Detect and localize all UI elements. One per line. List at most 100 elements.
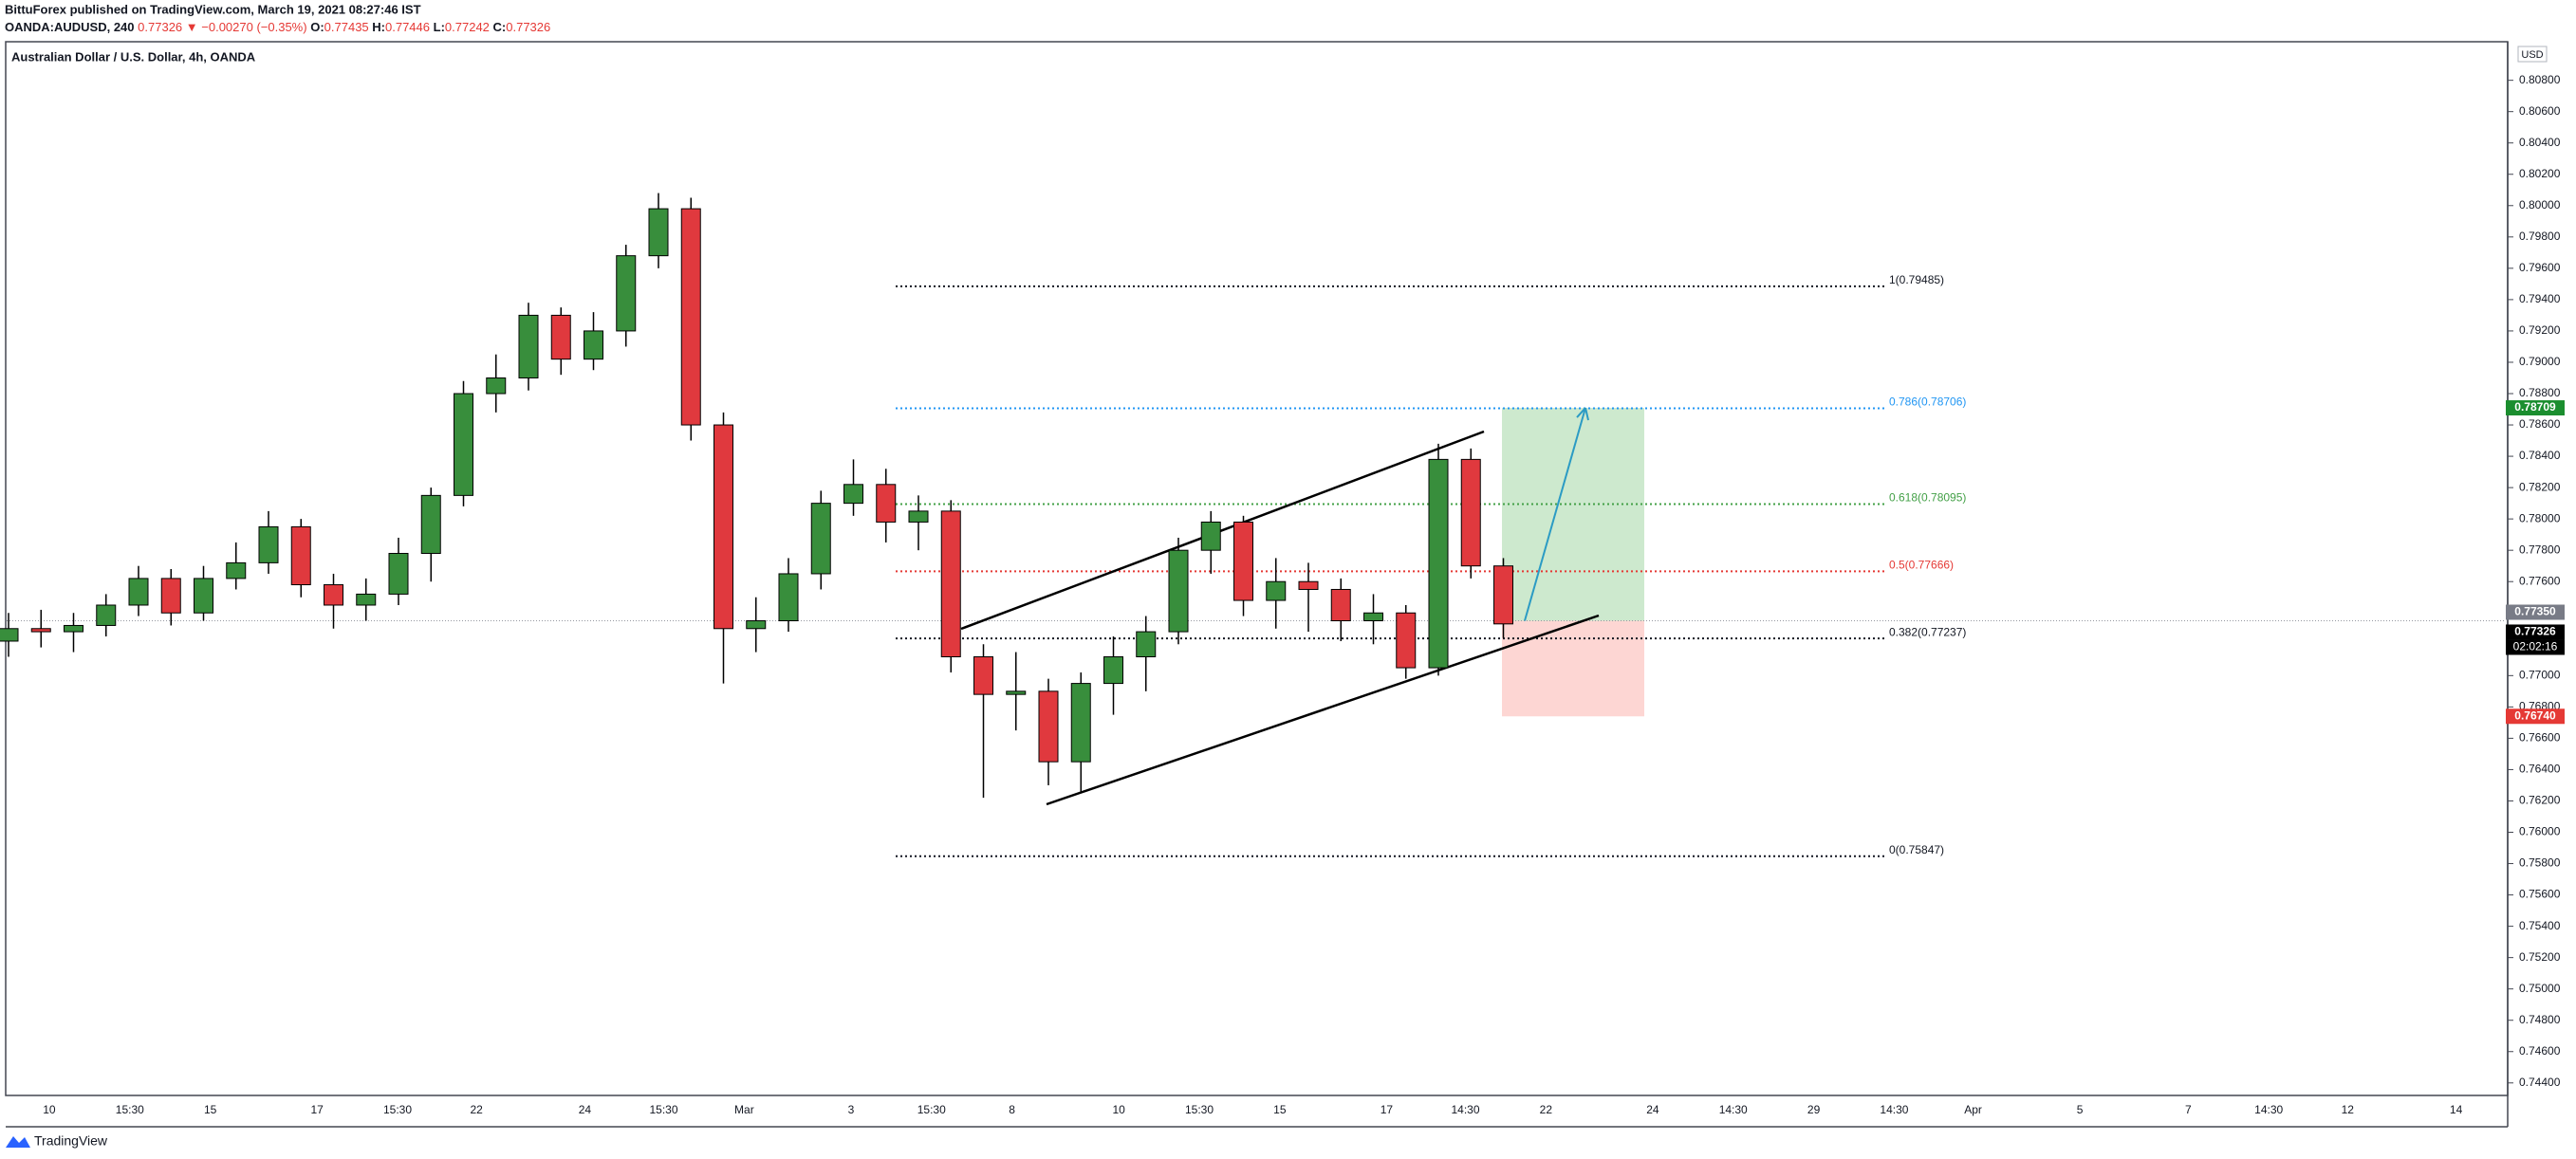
x-tick-label: 29 xyxy=(1807,1103,1821,1116)
currency-box xyxy=(2517,46,2548,63)
ohlc-value: 0.77326 xyxy=(506,20,550,34)
candle-body xyxy=(128,578,149,606)
price-tag xyxy=(2506,624,2565,640)
x-tick-label: 5 xyxy=(2077,1103,2084,1116)
chart-title: Australian Dollar / U.S. Dollar, 4h, OAN… xyxy=(11,49,256,64)
candle-body xyxy=(584,330,603,360)
channel-lower xyxy=(1046,614,1600,806)
ohlc-key: C: xyxy=(493,20,507,34)
y-tick-label: 0.77800 xyxy=(2519,543,2561,556)
candle-body xyxy=(486,377,507,395)
y-tick-label: 0.76000 xyxy=(2519,825,2561,838)
x-tick-label: 8 xyxy=(1009,1103,1015,1116)
logo-icon xyxy=(6,1136,30,1148)
candle-body xyxy=(30,628,51,633)
y-tick-label: 0.76600 xyxy=(2519,731,2561,745)
y-tick-label: 0.80600 xyxy=(2519,104,2561,118)
y-tick-label: 0.77000 xyxy=(2519,668,2561,681)
countdown-box xyxy=(2506,639,2565,655)
candle-body xyxy=(1233,521,1253,601)
candle-body xyxy=(0,628,19,642)
price-tag-label: 0.77326 xyxy=(2514,625,2556,638)
y-tick-label: 0.79000 xyxy=(2519,355,2561,368)
x-tick-label: 12 xyxy=(2342,1103,2355,1116)
y-tick-label: 0.80800 xyxy=(2519,73,2561,86)
y-tick-label: 0.74600 xyxy=(2519,1044,2561,1058)
y-tick-label: 0.79800 xyxy=(2519,230,2561,243)
x-tick-label: 15:30 xyxy=(650,1103,678,1116)
x-tick-label: 3 xyxy=(848,1103,855,1116)
publisher: BittuForex published on TradingView.com,… xyxy=(5,2,421,16)
x-tick-label: 15:30 xyxy=(917,1103,946,1116)
x-tick-label: 15 xyxy=(204,1103,217,1116)
fib-label: 0.5(0.77666) xyxy=(1889,558,1954,571)
candle-body xyxy=(420,494,441,554)
candle-body xyxy=(160,578,181,614)
candle-body xyxy=(746,620,767,630)
candle-body xyxy=(194,578,213,614)
candle-body xyxy=(1168,549,1189,633)
channel-upper xyxy=(960,430,1485,631)
x-tick-label: 14:30 xyxy=(1451,1103,1479,1116)
candle-body xyxy=(1396,612,1417,669)
candle-body xyxy=(324,584,343,606)
y-tick-label: 0.78000 xyxy=(2519,511,2561,524)
y-tick-label: 0.76200 xyxy=(2519,794,2561,807)
candle-body xyxy=(648,208,669,257)
candle-body xyxy=(810,503,831,575)
x-tick-label: 10 xyxy=(43,1103,56,1116)
symbol-line: OANDA:AUDUSD, 240 0.77326 ▼ −0.00270 (−0… xyxy=(5,20,550,34)
x-tick-label: 17 xyxy=(310,1103,324,1116)
x-tick-label: 7 xyxy=(2185,1103,2192,1116)
ohlc-value: 0.77446 xyxy=(385,20,430,34)
x-tick-label: 17 xyxy=(1381,1103,1394,1116)
x-tick-label: 14 xyxy=(2450,1103,2463,1116)
arrow-head xyxy=(1576,407,1589,421)
currency: USD xyxy=(2521,49,2543,61)
candle-body xyxy=(1363,612,1383,622)
candle-body xyxy=(290,525,311,586)
y-tick-label: 0.80400 xyxy=(2519,136,2561,149)
candle-body xyxy=(713,424,733,630)
candle-body xyxy=(778,573,799,622)
candle-body xyxy=(226,561,247,580)
y-tick-label: 0.75200 xyxy=(2519,950,2561,964)
plot-frame xyxy=(5,41,2509,1096)
y-tick-label: 0.75800 xyxy=(2519,856,2561,870)
last-price: 0.77326 xyxy=(138,20,182,34)
x-tick-label: Apr xyxy=(1964,1103,1982,1116)
y-tick-label: 0.78600 xyxy=(2519,417,2561,431)
ohlc-key: H: xyxy=(372,20,385,34)
candle-body xyxy=(1070,683,1091,763)
fib-label: 1(0.79485) xyxy=(1889,273,1944,286)
y-tick-label: 0.78400 xyxy=(2519,449,2561,462)
candle-body xyxy=(616,255,637,332)
x-tick-label: 24 xyxy=(579,1103,592,1116)
candle-body xyxy=(876,484,897,523)
candle-body xyxy=(356,593,377,606)
y-tick-label: 0.74800 xyxy=(2519,1013,2561,1026)
y-tick-label: 0.80000 xyxy=(2519,198,2561,212)
candle-body xyxy=(1428,458,1449,669)
candle-body xyxy=(258,525,279,563)
candle-body xyxy=(1038,690,1059,763)
ohlc-key: L: xyxy=(434,20,445,34)
candle-body xyxy=(1493,565,1513,625)
countdown: 02:02:16 xyxy=(2513,640,2558,653)
candle-body xyxy=(1200,521,1221,551)
candle-body xyxy=(1136,631,1157,657)
y-tick-label: 0.80200 xyxy=(2519,167,2561,180)
x-tick-label: 22 xyxy=(1540,1103,1553,1116)
candle-body xyxy=(1103,656,1123,685)
price-tag xyxy=(2506,708,2565,725)
y-tick-label: 0.75400 xyxy=(2519,919,2561,932)
candle-body xyxy=(680,208,701,426)
x-tick-label: 15:30 xyxy=(383,1103,412,1116)
x-tick-label: 15:30 xyxy=(1185,1103,1214,1116)
price-tag-label: 0.78709 xyxy=(2514,400,2556,414)
x-tick-label: 10 xyxy=(1112,1103,1125,1116)
price-tag-label: 0.77350 xyxy=(2514,605,2556,618)
y-tick-label: 0.79600 xyxy=(2519,261,2561,274)
